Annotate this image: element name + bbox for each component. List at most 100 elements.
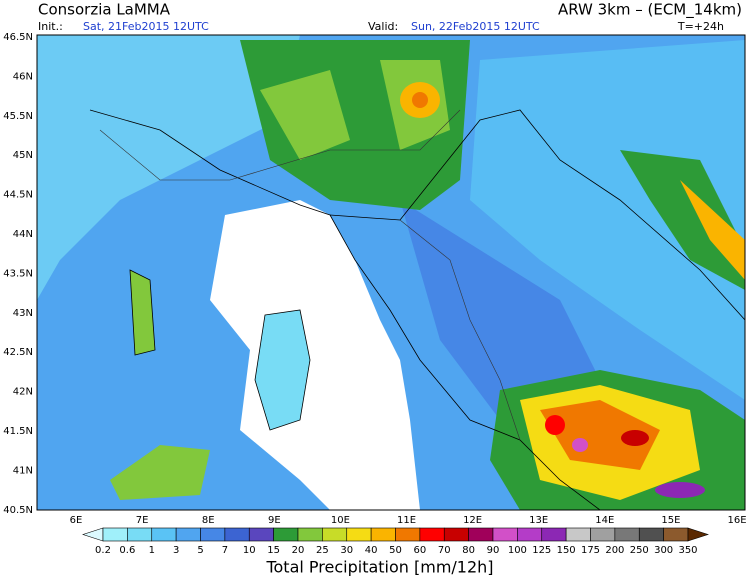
colorbar-bin xyxy=(273,527,299,542)
lon-label: 9E xyxy=(268,515,281,526)
lat-label: 40.5N xyxy=(3,505,33,516)
lat-label: 45.5N xyxy=(3,111,33,122)
field-orange xyxy=(540,400,660,470)
colorbar-label: 20 xyxy=(292,545,305,556)
corsica-field xyxy=(255,310,310,430)
lat-label: 46.5N xyxy=(3,32,33,43)
colorbar: 0.2 0.6 1 3 5 7 10 15 20 25 30 40 50 60 70 80 90 100 125 15… xyxy=(82,527,709,556)
colorbar-label: 175 xyxy=(581,545,600,556)
colorbar-bin xyxy=(297,527,323,542)
field-green xyxy=(110,445,210,500)
init-label: Init.: xyxy=(38,20,63,33)
init-value: Sat, 21Feb2015 12UTC xyxy=(83,20,209,33)
lon-label: 8E xyxy=(202,515,215,526)
colorbar-label: 25 xyxy=(316,545,329,556)
lat-label: 43N xyxy=(13,308,33,319)
valid-value: Sun, 22Feb2015 12UTC xyxy=(411,20,540,33)
lon-label: 14E xyxy=(595,515,614,526)
coastline xyxy=(89,109,601,510)
lat-label: 42N xyxy=(13,387,33,398)
field-magenta xyxy=(572,438,588,452)
colorbar-label: 30 xyxy=(340,545,353,556)
colorbar-label: 200 xyxy=(605,545,624,556)
lat-labels: 46.5N 46N 45.5N 45N 44.5N 44N 43.5N 43N 42.5N 42N… xyxy=(3,32,33,516)
lat-label: 42.5N xyxy=(3,347,33,358)
colorbar-label: 250 xyxy=(630,545,649,556)
field-mid xyxy=(400,200,600,420)
colorbar-label: 100 xyxy=(508,545,527,556)
colorbar-bin xyxy=(151,527,177,542)
colorbar-label: 0.2 xyxy=(95,545,111,556)
colorbar-bin xyxy=(102,527,128,542)
colorbar-label: 50 xyxy=(389,545,402,556)
colorbar-label: 150 xyxy=(557,545,576,556)
field-green xyxy=(620,150,745,290)
colorbar-label: 40 xyxy=(365,545,378,556)
lead-time: T=+24h xyxy=(677,20,724,33)
valid-label: Valid: xyxy=(368,20,398,33)
field-red xyxy=(545,415,565,435)
field-light xyxy=(470,40,745,400)
colorbar-bin xyxy=(492,527,518,542)
colorbar-label: 60 xyxy=(414,545,427,556)
colorbar-label: 350 xyxy=(678,545,697,556)
lon-label: 16E xyxy=(727,515,746,526)
lon-labels: 6E 7E 8E 9E 10E 11E 12E 13E 14E 15E 16E xyxy=(70,515,747,526)
lat-label: 45N xyxy=(13,150,33,161)
field-red xyxy=(621,430,649,446)
colorbar-bin xyxy=(127,527,153,542)
colorbar-bin xyxy=(395,527,421,542)
map-frame xyxy=(36,34,746,511)
colorbar-label: 90 xyxy=(487,545,500,556)
precip-field xyxy=(37,35,745,510)
coastline xyxy=(329,109,745,321)
colorbar-bin xyxy=(419,527,445,542)
colorbar-bin xyxy=(370,527,396,542)
field-green xyxy=(130,270,155,355)
colorbar-label: 300 xyxy=(654,545,673,556)
colorbar-bin xyxy=(322,527,348,542)
corsica-coast xyxy=(254,309,311,431)
colorbar-bin xyxy=(248,527,274,542)
lat-label: 44.5N xyxy=(3,190,33,201)
lat-label: 46N xyxy=(13,71,33,82)
colorbar-label: 5 xyxy=(197,545,203,556)
island-coast xyxy=(129,269,156,356)
lat-label: 43.5N xyxy=(3,268,33,279)
lon-label: 11E xyxy=(397,515,416,526)
colorbar-bin xyxy=(517,527,543,542)
colorbar-bin xyxy=(614,527,640,542)
colorbar-bin xyxy=(590,527,616,542)
dry-sea xyxy=(210,200,420,510)
colorbar-end xyxy=(687,527,709,542)
colorbar-label: 70 xyxy=(438,545,451,556)
colorbar-caption: Total Precipitation [mm/12h] xyxy=(265,558,493,577)
colorbar-bin xyxy=(663,527,689,542)
lon-label: 13E xyxy=(529,515,548,526)
colorbar-label: 125 xyxy=(532,545,551,556)
colorbar-bin xyxy=(346,527,372,542)
colorbar-label: 15 xyxy=(267,545,280,556)
field-orange xyxy=(680,180,745,280)
lon-label: 6E xyxy=(70,515,83,526)
colorbar-bin xyxy=(468,527,494,542)
field-purple xyxy=(655,482,705,498)
field-light xyxy=(37,35,300,300)
colorbar-bin xyxy=(541,527,567,542)
colorbar-bin xyxy=(565,527,591,542)
colorbar-label: 1 xyxy=(149,545,155,556)
field-yellowgreen xyxy=(260,70,350,160)
colorbar-bin xyxy=(200,527,226,542)
title-left: Consorzia LaMMA xyxy=(38,1,171,19)
colorbar-bin xyxy=(224,527,250,542)
colorbar-bin xyxy=(638,527,664,542)
lon-label: 12E xyxy=(463,515,482,526)
field-orange xyxy=(412,92,428,108)
colorbar-label: 0.6 xyxy=(119,545,135,556)
border xyxy=(99,109,521,441)
colorbar-label: 80 xyxy=(462,545,475,556)
colorbar-bin xyxy=(443,527,469,542)
colorbar-end xyxy=(82,527,104,542)
colorbar-label: 3 xyxy=(173,545,179,556)
